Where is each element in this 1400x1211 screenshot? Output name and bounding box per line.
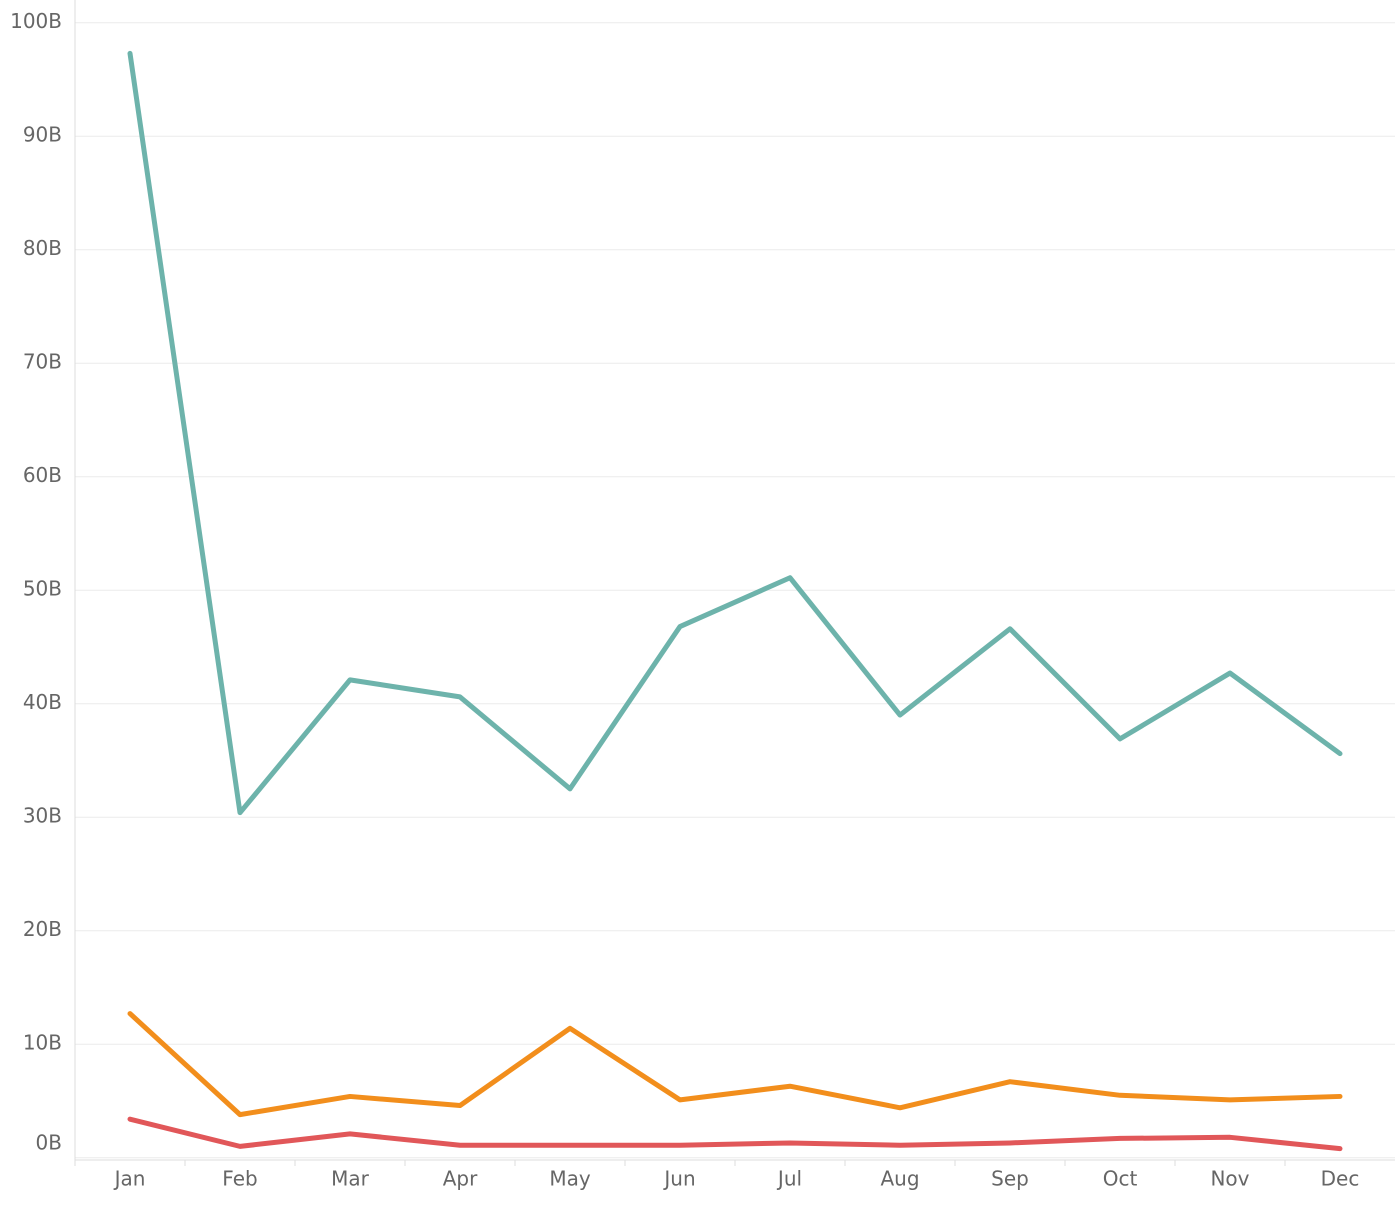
series-line [127, 1011, 1343, 1118]
y-tick-label: 90B [23, 123, 62, 147]
y-tick-label: 80B [23, 236, 62, 260]
y-tick-label: 10B [23, 1031, 62, 1055]
x-tick-label: Sep [991, 1167, 1029, 1191]
x-tick-label: Jan [113, 1167, 146, 1191]
y-tick-label: 0B [36, 1131, 62, 1155]
x-tick-label: Feb [222, 1167, 257, 1191]
y-tick-label: 40B [23, 690, 62, 714]
x-tick-label: May [549, 1167, 591, 1191]
y-tick-label: 60B [23, 463, 62, 487]
series-line [127, 50, 1343, 816]
y-tick-label: 50B [23, 577, 62, 601]
y-tick-label: 30B [23, 804, 62, 828]
x-tick-label: Oct [1103, 1167, 1138, 1191]
y-tick-label: 100B [10, 9, 62, 33]
x-tick-label: Apr [443, 1167, 478, 1191]
y-tick-label: 70B [23, 350, 62, 374]
x-tick-label: Mar [331, 1167, 370, 1191]
x-tick-label: Jul [776, 1167, 802, 1191]
x-tick-label: Aug [880, 1167, 919, 1191]
x-tick-label: Jun [662, 1167, 695, 1191]
series-line [127, 1116, 1343, 1152]
x-tick-label: Dec [1321, 1167, 1360, 1191]
y-tick-label: 20B [23, 917, 62, 941]
x-tick-label: Nov [1210, 1167, 1249, 1191]
